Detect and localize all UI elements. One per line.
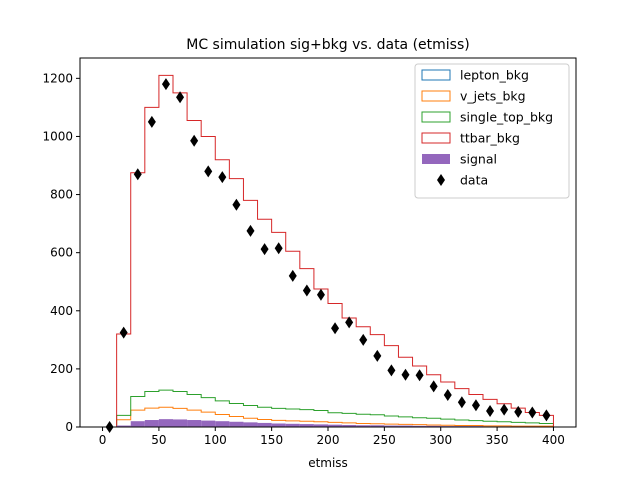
data-point [289, 270, 297, 282]
x-axis: 0 50 100 150 200 250 300 350 400 [99, 427, 565, 447]
data-point [472, 399, 480, 411]
legend-label: signal [460, 152, 497, 167]
y-tick-label: 0 [65, 420, 73, 434]
data-point [359, 334, 367, 346]
data-point [486, 405, 494, 417]
data-point [373, 350, 381, 362]
chart-title: MC simulation sig+bkg vs. data (etmiss) [186, 37, 469, 53]
x-tick-label: 250 [373, 433, 396, 447]
y-tick-label: 200 [50, 362, 73, 376]
data-point [134, 168, 142, 180]
data-point [430, 380, 438, 392]
y-tick-label: 600 [50, 246, 73, 260]
data-point [331, 322, 339, 334]
legend-label: single_top_bkg [460, 110, 553, 125]
y-tick-label: 1200 [42, 71, 73, 85]
data-point [303, 284, 311, 296]
signal-bar [229, 422, 243, 427]
legend-swatch [422, 154, 450, 164]
data-point [542, 409, 550, 421]
data-point [458, 396, 466, 408]
data-point [247, 225, 255, 237]
legend-label: lepton_bkg [460, 68, 529, 83]
data-point [261, 243, 269, 255]
data-point [190, 135, 198, 147]
signal-bar [243, 422, 257, 427]
signal-bar [131, 421, 145, 427]
data-point [528, 406, 536, 418]
data-point [232, 199, 240, 211]
y-tick-label: 800 [50, 188, 73, 202]
data-point [218, 171, 226, 183]
data-point [120, 327, 128, 339]
data-point [387, 364, 395, 376]
legend: lepton_bkg v_jets_bkg single_top_bkg ttbar_… [415, 64, 569, 198]
x-tick-label: 400 [542, 433, 565, 447]
x-tick-label: 350 [486, 433, 509, 447]
signal-bar [258, 423, 272, 427]
data-point [204, 165, 212, 177]
data-point [444, 389, 452, 401]
data-point [317, 289, 325, 301]
signal-bar [159, 419, 173, 427]
data-point [402, 369, 410, 381]
legend-label: v_jets_bkg [460, 89, 526, 104]
signal-bar [215, 421, 229, 427]
x-tick-label: 0 [99, 433, 107, 447]
legend-label: data [460, 173, 488, 188]
data-point [416, 369, 424, 381]
x-tick-label: 150 [260, 433, 283, 447]
signal-bar [145, 420, 159, 427]
y-tick-label: 1000 [42, 129, 73, 143]
x-axis-label: etmiss [308, 456, 348, 470]
data-point [148, 116, 156, 128]
y-tick-label: 400 [50, 304, 73, 318]
signal-bar [173, 419, 187, 427]
legend-label: ttbar_bkg [460, 131, 520, 146]
x-tick-label: 200 [317, 433, 340, 447]
y-axis: 0 200 400 600 800 1000 1200 [42, 71, 80, 434]
x-tick-label: 50 [151, 433, 166, 447]
x-tick-label: 300 [429, 433, 452, 447]
signal-bar [201, 421, 215, 427]
x-tick-label: 100 [204, 433, 227, 447]
signal-bar [272, 424, 286, 427]
data-point [275, 242, 283, 254]
signal-bar [187, 420, 201, 427]
data-point [500, 404, 508, 416]
data-point [162, 78, 170, 90]
